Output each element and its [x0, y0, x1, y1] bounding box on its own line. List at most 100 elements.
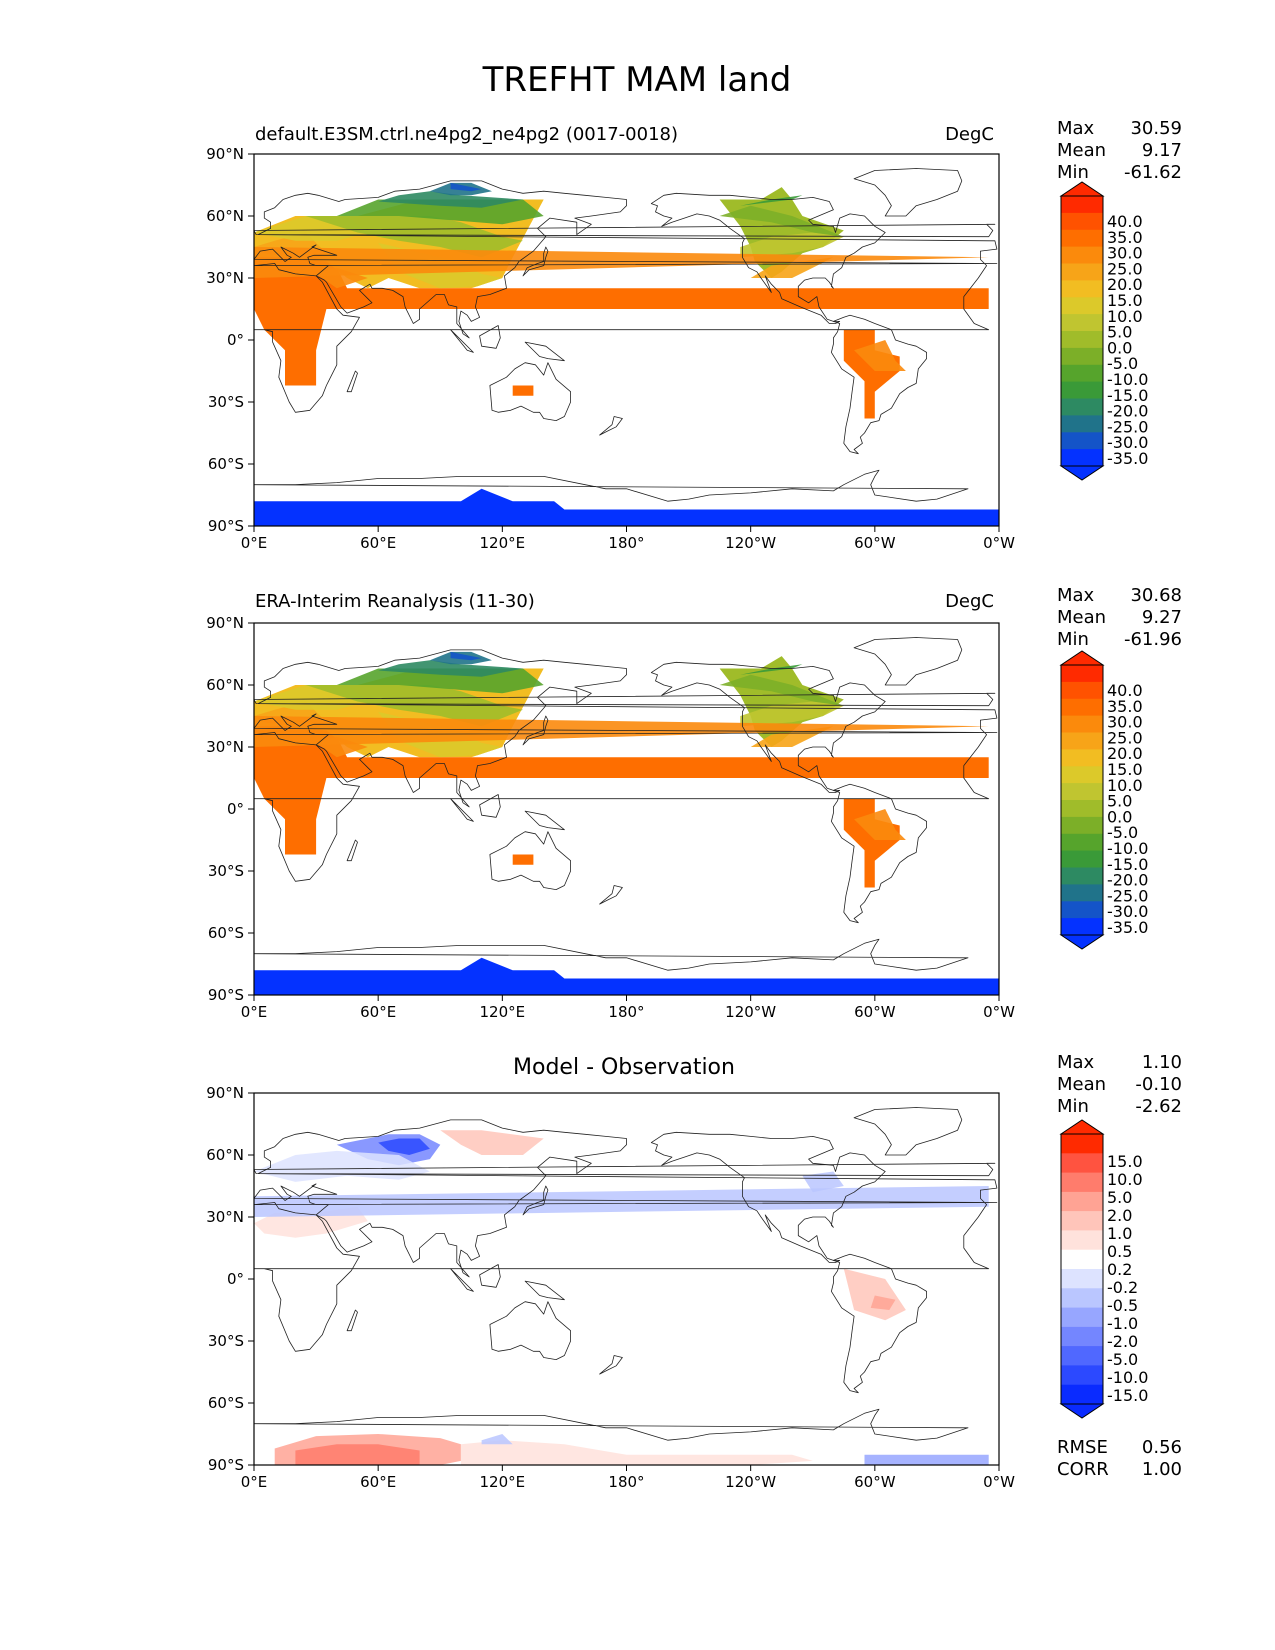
map-panel-observation: ERA-Interim Reanalysis (11-30) DegC Max …: [206, 585, 1182, 1021]
colorbar-tick-label: -0.2: [1107, 1278, 1138, 1297]
lat-tick-label: 0°: [227, 800, 244, 818]
colorbar-tick-label: 25.0: [1107, 728, 1143, 747]
colorbar-tick-label: -30.0: [1107, 433, 1148, 452]
colorbar-segment: [1061, 850, 1103, 868]
field-antarctica-band: [254, 978, 999, 995]
colorbar-tick-label: -10.0: [1107, 1368, 1148, 1387]
field-antarctica-band: [254, 509, 999, 526]
colorbar-segment: [1061, 783, 1103, 801]
colorbar-segment: [1061, 698, 1103, 717]
colorbar-tick-label: -1.0: [1107, 1314, 1138, 1333]
colorbar-tick-label: 5.0: [1107, 323, 1132, 342]
colorbar-segment: [1061, 331, 1103, 349]
coastline-12: [253, 938, 969, 971]
stat-label-min: Min: [1057, 1096, 1089, 1117]
colorbar-segment: [1061, 1269, 1103, 1289]
field-contour-8: [254, 736, 279, 778]
colorbar-segment: [1061, 432, 1103, 450]
stat-value-mean: 9.27: [1142, 607, 1182, 628]
coastline-8: [450, 798, 474, 822]
lat-tick-label: 30°N: [206, 269, 244, 287]
coastline-0: [253, 1119, 998, 1352]
colorbar-extend-top: [1059, 650, 1105, 666]
colorbar-segment: [1061, 212, 1103, 231]
colorbar: 15.010.05.02.01.00.50.2-0.2-0.5-1.0-2.0-…: [1059, 1119, 1148, 1419]
lon-tick-label: 0°W: [983, 1473, 1015, 1491]
stat-value-mean: 9.17: [1142, 140, 1182, 161]
panel-units: DegC: [945, 591, 994, 612]
coastline-6: [346, 839, 358, 862]
colorbar-tick-label: -5.0: [1107, 1350, 1138, 1369]
lat-tick-label: 60°N: [206, 207, 244, 225]
field-contour-5: [378, 660, 523, 677]
colorbar-frame: [1060, 664, 1104, 936]
coastline-2: [831, 314, 927, 455]
colorbar-tick-label: 35.0: [1107, 228, 1143, 247]
coastline-10: [524, 1280, 565, 1301]
colorbar-segment: [1061, 1384, 1103, 1405]
panel-center-title: Model - Observation: [513, 1055, 735, 1080]
colorbar-segment: [1061, 263, 1103, 281]
field-contour-12: [719, 674, 844, 706]
colorbar-segment: [1061, 1211, 1103, 1231]
colorbar-segment: [1061, 901, 1103, 919]
colorbar-tick-label: 30.0: [1107, 244, 1143, 263]
colorbar-segment: [1061, 415, 1103, 433]
figure-title: TREFHT MAM land: [482, 60, 792, 100]
colorbar-tick-label: 40.0: [1107, 212, 1143, 231]
coastline-6: [346, 1309, 358, 1332]
map-area: [253, 1092, 1000, 1466]
colorbar-tick-label: 0.0: [1107, 338, 1132, 357]
coastline-4: [853, 168, 963, 217]
stat-label-rmse: RMSE: [1057, 1437, 1108, 1458]
lat-tick-label: 30°S: [208, 862, 244, 880]
coastline-0: [253, 649, 998, 882]
colorbar-tick-label: -15.0: [1107, 386, 1148, 405]
coastline-2: [831, 783, 927, 924]
colorbar-segment: [1061, 347, 1103, 366]
colorbar-tick-label: -30.0: [1107, 902, 1148, 921]
coastline-1: [650, 192, 886, 324]
field-west-africa-edge: [254, 288, 989, 309]
colorbar-tick-label: 30.0: [1107, 713, 1143, 732]
coastline-5: [253, 223, 996, 238]
colorbar-tick-label: -10.0: [1107, 839, 1148, 858]
lon-tick-label: 120°W: [725, 1003, 776, 1021]
stat-label-corr: CORR: [1057, 1459, 1109, 1480]
colorbar-segment: [1061, 449, 1103, 467]
lon-tick-label: 60°W: [854, 1473, 896, 1491]
coastline-1: [650, 661, 886, 793]
coastline-12: [253, 1408, 969, 1441]
difference-contour-8: [709, 1134, 782, 1145]
colorbar-segment: [1061, 1153, 1103, 1174]
panel-units: DegC: [945, 124, 994, 145]
lat-tick-label: 90°N: [206, 145, 244, 163]
coastline-9: [479, 325, 501, 349]
stat-value-mean: -0.10: [1135, 1074, 1182, 1095]
colorbar-segment: [1061, 381, 1103, 399]
lon-tick-label: 60°E: [360, 1473, 396, 1491]
stat-label-max: Max: [1057, 585, 1095, 606]
field-contour-2: [305, 216, 523, 258]
difference-contour-7: [802, 1171, 844, 1193]
coastline-8: [450, 1268, 474, 1292]
field-contour-4: [336, 199, 544, 225]
field-contour-2: [305, 685, 523, 727]
difference-contour-11: [295, 1444, 420, 1465]
colorbar-segment: [1061, 749, 1103, 767]
colorbar-segment: [1061, 1249, 1103, 1270]
colorbar-segment: [1061, 665, 1103, 683]
colorbar-segment: [1061, 196, 1103, 214]
coastline-11: [599, 416, 623, 436]
colorbar-tick-label: -35.0: [1107, 918, 1148, 937]
stat-label-min: Min: [1057, 629, 1089, 650]
lon-tick-label: 0°E: [241, 1473, 268, 1491]
lon-tick-label: 0°E: [241, 534, 268, 552]
stat-label-min: Min: [1057, 162, 1089, 183]
stat-label-mean: Mean: [1057, 607, 1106, 628]
field-antarctica: [254, 488, 627, 510]
field-contour-4: [336, 668, 544, 694]
colorbar-tick-label: 0.5: [1107, 1242, 1132, 1261]
colorbar-segment: [1061, 1230, 1103, 1251]
